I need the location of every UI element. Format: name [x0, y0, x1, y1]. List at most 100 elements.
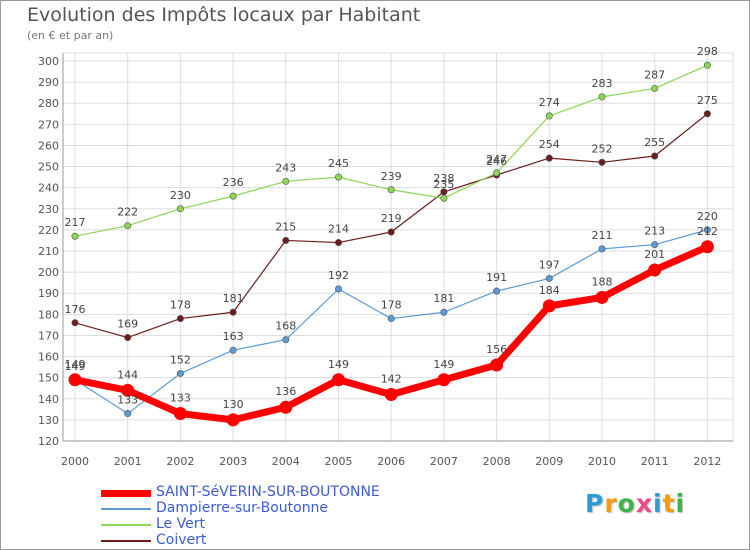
y-tick-label: 210 — [38, 245, 59, 258]
y-tick-label: 150 — [38, 372, 59, 385]
y-tick-label: 200 — [38, 266, 59, 279]
data-point — [387, 186, 395, 194]
legend-label: Dampierre-sur-Boutonne — [156, 500, 329, 516]
data-point — [121, 383, 135, 397]
data-label: 144 — [117, 368, 138, 381]
data-point — [282, 177, 290, 185]
data-label: 201 — [644, 248, 665, 261]
data-label: 283 — [592, 77, 613, 90]
data-point — [229, 308, 237, 316]
data-point — [332, 373, 345, 387]
y-tick-label: 120 — [38, 435, 59, 448]
data-label: 133 — [170, 392, 191, 405]
y-tick-label: 300 — [38, 55, 59, 68]
y-tick-label: 260 — [38, 139, 59, 152]
data-point — [229, 346, 237, 354]
x-tick-label: 2009 — [535, 455, 563, 468]
series-0 — [68, 240, 714, 427]
data-label: 274 — [539, 96, 560, 109]
data-point — [490, 358, 504, 372]
data-label: 130 — [223, 398, 244, 411]
data-label: 133 — [117, 394, 138, 407]
legend-swatch — [101, 508, 151, 510]
data-point — [176, 315, 184, 323]
data-label: 188 — [592, 275, 613, 288]
data-label: 236 — [223, 176, 244, 189]
data-point — [279, 400, 293, 414]
logo-letter: t — [662, 489, 676, 518]
data-label: 149 — [65, 358, 86, 371]
chart-title: Evolution des Impôts locaux par Habitant — [27, 4, 421, 26]
data-point — [440, 194, 448, 202]
data-label: 215 — [275, 220, 296, 233]
data-point — [651, 241, 659, 249]
series-1 — [71, 226, 711, 418]
legend-swatch — [101, 540, 151, 542]
data-point — [173, 407, 187, 421]
data-label: 197 — [539, 258, 560, 271]
axis-layer: 120 130 140 150 160 170 180 190 200 210 220 230 240 2… — [38, 53, 733, 468]
data-label: 287 — [644, 68, 665, 81]
y-tick-label: 250 — [38, 161, 59, 174]
labels-series-0: 149 144 133 130 136 149 142 149 156 184 188 201 212 — [65, 225, 718, 411]
data-label: 176 — [65, 303, 86, 316]
data-label: 149 — [328, 358, 349, 371]
data-label: 246 — [486, 155, 507, 168]
data-point — [226, 413, 240, 427]
logo-letter: i — [653, 489, 663, 518]
data-point — [703, 110, 711, 118]
data-point — [648, 263, 662, 277]
data-label: 222 — [117, 206, 138, 219]
legend-label: SAINT-SéVERIN-SUR-BOUTONNE — [156, 484, 380, 500]
data-point — [282, 336, 290, 344]
labels-series-1: 149 133 152 163 168 192 178 181 191 197 211 213 220 — [65, 210, 718, 407]
data-point — [229, 192, 237, 200]
data-point — [598, 245, 606, 253]
data-label: 149 — [433, 358, 454, 371]
data-label: 255 — [644, 136, 665, 149]
data-point — [68, 373, 82, 387]
series-3 — [71, 110, 711, 342]
x-tick-label: 2000 — [61, 455, 89, 468]
data-point — [124, 410, 132, 418]
y-tick-label: 130 — [38, 414, 59, 427]
data-point — [334, 239, 342, 247]
data-point — [651, 84, 659, 92]
data-label: 245 — [328, 157, 349, 170]
data-label: 169 — [117, 318, 138, 331]
data-point — [124, 222, 132, 230]
data-label: 152 — [170, 353, 191, 366]
y-tick-label: 270 — [38, 118, 59, 131]
data-point — [493, 169, 501, 177]
data-point — [437, 373, 451, 387]
data-label: 191 — [486, 271, 507, 284]
x-tick-label: 2010 — [588, 455, 616, 468]
y-tick-label: 290 — [38, 76, 59, 89]
y-tick-label: 230 — [38, 203, 59, 216]
legend-swatch — [101, 524, 151, 526]
data-label: 184 — [539, 284, 560, 297]
data-point — [545, 274, 553, 282]
chart-subtitle: (en € et par an) — [27, 29, 114, 42]
data-point — [703, 226, 711, 234]
series-layer — [68, 61, 714, 427]
data-label: 149 — [65, 360, 86, 373]
data-label: 217 — [65, 216, 86, 229]
x-tick-label: 2001 — [114, 455, 142, 468]
labels-series-2: 217 222 230 236 243 245 239 235 247 274 283 287 298 — [65, 45, 718, 229]
x-tick-label: 2007 — [430, 455, 458, 468]
data-point — [124, 334, 132, 342]
data-point — [384, 388, 398, 402]
logo-letter: o — [617, 489, 636, 518]
y-tick-label: 280 — [38, 97, 59, 110]
x-tick-label: 2003 — [219, 455, 247, 468]
data-point — [334, 173, 342, 181]
data-point — [545, 112, 553, 120]
data-label: 181 — [223, 292, 244, 305]
data-point — [545, 154, 553, 162]
x-tick-label: 2012 — [693, 455, 721, 468]
data-label: 243 — [275, 161, 296, 174]
y-tick-label: 160 — [38, 351, 59, 364]
data-point — [71, 319, 79, 327]
